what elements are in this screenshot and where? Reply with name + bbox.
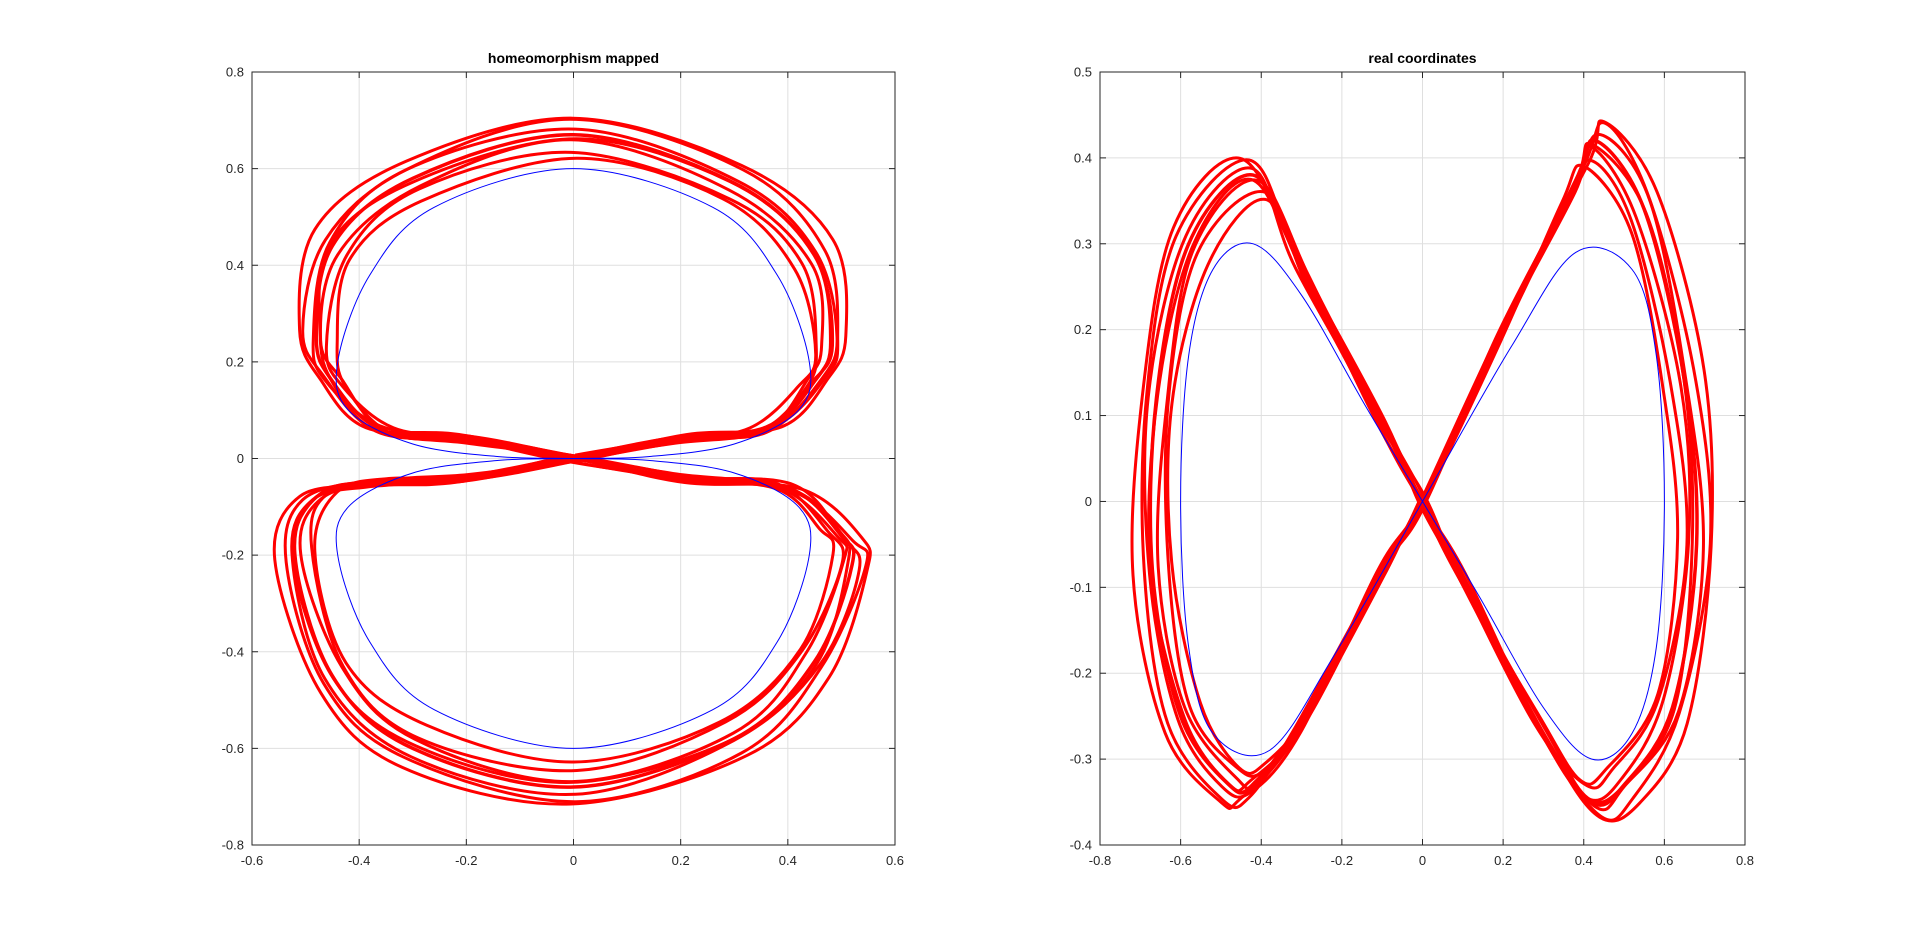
y-tick-label: 0.8 [226, 65, 244, 80]
y-tick-label: 0.5 [1074, 65, 1092, 80]
x-tick-label: -0.2 [455, 853, 477, 868]
y-tick-label: -0.3 [1070, 752, 1092, 767]
y-tick-label: -0.4 [222, 644, 244, 659]
series-line [290, 127, 862, 797]
right-plot: -0.8 -0.6 -0.4 -0.2 0 0.2 0.4 0.6 0.8 -0.4 -0.3 -0.… [1070, 50, 1754, 868]
y-tick-label: -0.6 [222, 741, 244, 756]
x-tick-label: 0.8 [1736, 853, 1754, 868]
plot-title: real coordinates [1368, 50, 1476, 66]
series-line [1130, 119, 1715, 823]
y-tick-label: 0 [237, 451, 244, 466]
x-tick-label: 0.2 [672, 853, 690, 868]
data-layer [1130, 119, 1715, 823]
x-tick-label: -0.2 [1331, 853, 1353, 868]
x-tick-label: 0.6 [1655, 853, 1673, 868]
x-tick-label: 0.4 [1575, 853, 1593, 868]
x-tick-label: 0.2 [1494, 853, 1512, 868]
x-tick-label: -0.8 [1089, 853, 1111, 868]
y-tick-label: 0 [1085, 494, 1092, 509]
reference-curve [335, 168, 812, 749]
y-tick-label: 0.6 [226, 161, 244, 176]
y-tick-label: 0.2 [1074, 322, 1092, 337]
series-line [292, 133, 856, 789]
plot-title: homeomorphism mapped [488, 50, 659, 66]
reference-curve [1180, 242, 1665, 761]
left-plot: -0.6 -0.4 -0.2 0 0.2 0.4 0.6-0.8-0.6-0.4-0.200… [222, 50, 904, 868]
y-tick-label: 0.1 [1074, 408, 1092, 423]
y-tick-label: -0.2 [222, 548, 244, 563]
x-tick-label: 0 [570, 853, 577, 868]
y-tick-label: 0.4 [226, 258, 244, 273]
y-tick-label: -0.8 [222, 838, 244, 853]
x-tick-label: -0.6 [1169, 853, 1191, 868]
y-tick-label: -0.4 [1070, 838, 1092, 853]
y-tick-label: 0.3 [1074, 236, 1092, 251]
y-tick-label: 0.4 [1074, 150, 1092, 165]
x-tick-label: -0.4 [1250, 853, 1272, 868]
y-tick-label: -0.1 [1070, 580, 1092, 595]
x-tick-label: -0.6 [241, 853, 263, 868]
x-tick-label: 0 [1419, 853, 1426, 868]
x-tick-label: 0.6 [886, 853, 904, 868]
data-layer [272, 116, 872, 806]
y-tick-label: 0.2 [226, 354, 244, 369]
y-tick-label: -0.2 [1070, 666, 1092, 681]
x-tick-label: 0.4 [779, 853, 797, 868]
x-tick-label: -0.4 [348, 853, 370, 868]
